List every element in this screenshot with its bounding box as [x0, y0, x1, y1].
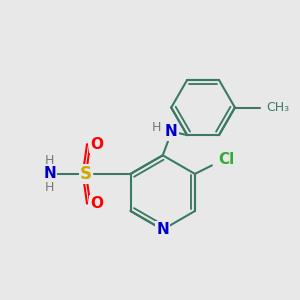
- Text: N: N: [44, 167, 56, 182]
- Text: H: H: [152, 121, 161, 134]
- Text: N: N: [165, 124, 178, 140]
- Text: H: H: [45, 154, 55, 166]
- Text: N: N: [156, 222, 169, 237]
- Text: S: S: [80, 165, 92, 183]
- Text: O: O: [90, 196, 103, 211]
- Text: O: O: [90, 137, 103, 152]
- Text: Cl: Cl: [219, 152, 235, 166]
- Text: H: H: [45, 181, 55, 194]
- Text: CH₃: CH₃: [266, 101, 289, 114]
